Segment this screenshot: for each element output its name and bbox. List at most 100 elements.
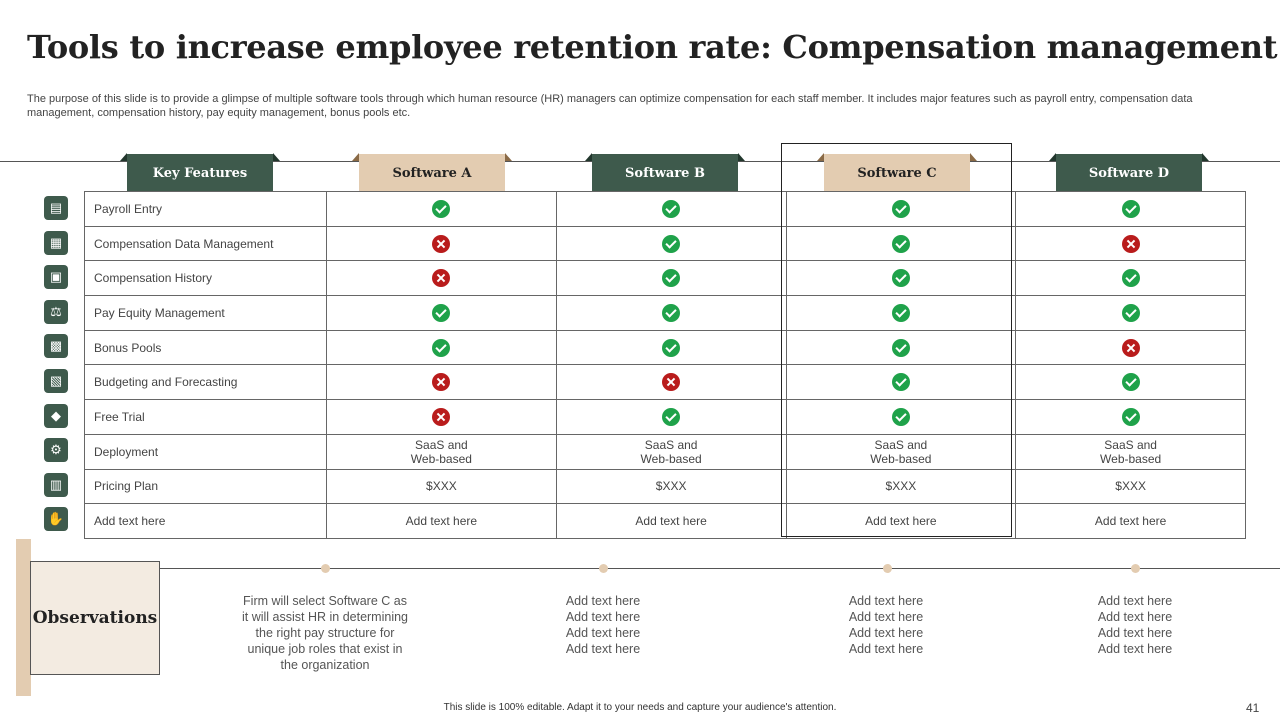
feature-status-cell <box>555 260 787 297</box>
feature-name: Bonus Pools <box>84 329 327 366</box>
table-row: Deployment SaaS and Web-based SaaS and Web… <box>84 433 1246 470</box>
check-icon <box>432 338 451 357</box>
footer-note: This slide is 100% editable. Adapt it to… <box>443 702 837 713</box>
observation-dot <box>883 564 892 573</box>
tag-icon: ◆ <box>44 403 68 428</box>
check-icon <box>432 199 451 218</box>
feature-value-cell: SaaS and Web-based <box>785 433 1017 470</box>
table-row: Budgeting and Forecasting <box>84 364 1246 401</box>
feature-name: Payroll Entry <box>84 191 327 227</box>
feature-name: Pricing Plan <box>84 468 327 505</box>
feature-value-cell: $XXX <box>326 468 557 505</box>
observations-divider <box>160 568 1280 569</box>
feature-status-cell <box>555 329 787 366</box>
feature-status-cell <box>785 225 1017 262</box>
cross-icon <box>662 373 681 392</box>
header-software-b: Software B <box>585 153 745 192</box>
observation-dot <box>1131 564 1140 573</box>
feature-name: Pay Equity Management <box>84 295 327 331</box>
header-software-a: Software A <box>352 153 512 192</box>
observation-text-3: Add text here Add text here Add text her… <box>848 594 924 656</box>
cloud-gear-icon: ⚙ <box>44 438 68 463</box>
check-icon <box>662 269 681 288</box>
feature-status-cell <box>1015 295 1246 331</box>
feature-value-cell: Add text here <box>1015 503 1246 539</box>
feature-value-cell: $XXX <box>1015 468 1246 505</box>
feature-status-cell <box>785 329 1017 366</box>
feature-name: Compensation Data Management <box>84 225 327 262</box>
observation-text-2: Add text here Add text here Add text her… <box>565 594 641 656</box>
scales-icon: ⚖ <box>44 299 68 324</box>
feature-value-cell: SaaS and Web-based <box>555 433 787 470</box>
feature-value-cell: SaaS and Web-based <box>326 433 557 470</box>
table-row: Payroll Entry <box>84 191 1246 227</box>
feature-status-cell <box>1015 191 1246 227</box>
observations-accent-bar <box>16 539 31 696</box>
check-icon <box>662 407 681 426</box>
check-icon <box>891 234 910 253</box>
payroll-icon: ▤ <box>44 196 68 220</box>
check-icon <box>891 269 910 288</box>
feature-name: Add text here <box>84 503 327 539</box>
feature-status-cell <box>785 260 1017 297</box>
page-number: 41 <box>1246 701 1260 715</box>
header-software-c: Software C <box>817 153 977 192</box>
feature-status-cell <box>1015 399 1246 435</box>
gift-icon: ▩ <box>44 334 68 359</box>
check-icon <box>432 303 451 322</box>
feature-status-cell <box>1015 260 1246 297</box>
table-row: Pricing Plan $XXX $XXX $XXX $XXX <box>84 468 1246 505</box>
features-comparison-table: Payroll Entry Compensation Data Managemen… <box>84 191 1246 539</box>
cross-icon <box>432 407 451 426</box>
cross-icon <box>1121 338 1140 357</box>
feature-value-cell: Add text here <box>326 503 557 539</box>
check-icon <box>1121 373 1140 392</box>
observations-label: Observations <box>30 561 160 675</box>
feature-status-cell <box>326 399 557 435</box>
feature-status-cell <box>326 364 557 401</box>
feature-status-cell <box>326 260 557 297</box>
check-icon <box>1121 407 1140 426</box>
feature-name: Free Trial <box>84 399 327 435</box>
check-icon <box>1121 303 1140 322</box>
feature-status-cell <box>785 295 1017 331</box>
feature-value-cell: SaaS and Web-based <box>1015 433 1246 470</box>
feature-name: Deployment <box>84 433 327 470</box>
feature-value-cell: Add text here <box>555 503 787 539</box>
feature-status-cell <box>785 399 1017 435</box>
feature-status-cell <box>785 364 1017 401</box>
feature-status-cell <box>326 191 557 227</box>
feature-status-cell <box>555 191 787 227</box>
table-row: Free Trial <box>84 399 1246 435</box>
check-icon <box>891 338 910 357</box>
check-icon <box>891 407 910 426</box>
slide-subtitle: The purpose of this slide is to provide … <box>27 93 1193 119</box>
table-row: Compensation Data Management <box>84 225 1246 262</box>
slide-title: Tools to increase employee retention rat… <box>27 28 1278 66</box>
table-row: Pay Equity Management <box>84 295 1246 331</box>
check-icon <box>662 234 681 253</box>
table-row: Add text here Add text here Add text here A… <box>84 503 1246 539</box>
feature-name: Compensation History <box>84 260 327 297</box>
cross-icon <box>1121 234 1140 253</box>
feature-status-cell <box>555 295 787 331</box>
feature-status-cell <box>1015 364 1246 401</box>
table-row: Bonus Pools <box>84 329 1246 366</box>
check-icon <box>1121 199 1140 218</box>
hand-icon: ✋ <box>44 507 68 532</box>
feature-status-cell <box>326 329 557 366</box>
check-icon <box>1121 269 1140 288</box>
cross-icon <box>432 269 451 288</box>
feature-status-cell <box>555 399 787 435</box>
check-icon <box>891 373 910 392</box>
feature-value-cell: $XXX <box>555 468 787 505</box>
feature-status-cell <box>1015 225 1246 262</box>
budget-icon: ▧ <box>44 369 68 393</box>
feature-status-cell <box>785 191 1017 227</box>
cross-icon <box>432 234 451 253</box>
price-icon: ▥ <box>44 472 68 497</box>
header-software-d: Software D <box>1049 153 1209 192</box>
header-key-features: Key Features <box>120 153 280 192</box>
observation-text-4: Add text here Add text here Add text her… <box>1097 594 1173 656</box>
feature-value-cell: Add text here <box>785 503 1017 539</box>
